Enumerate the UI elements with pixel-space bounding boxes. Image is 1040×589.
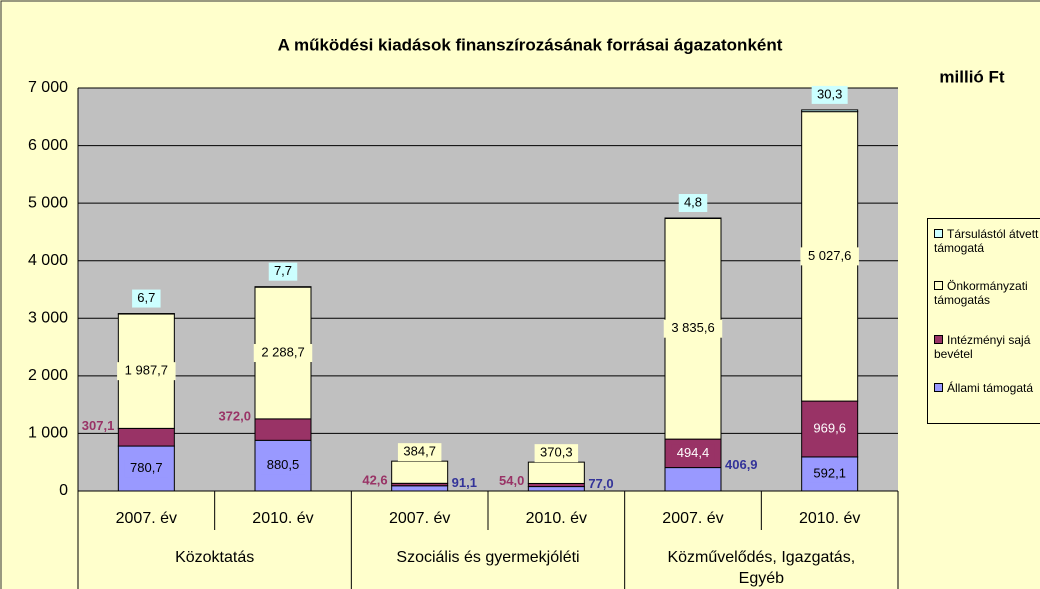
data-label-bg: [800, 247, 859, 266]
legend-label: Társulástól átvett támogatá: [934, 227, 1039, 255]
data-label: 6,7: [137, 290, 155, 305]
bar-segment: [117, 427, 175, 447]
bar-segment: [254, 418, 312, 441]
data-label-bg: [261, 456, 305, 475]
data-label: 592,1: [813, 465, 846, 480]
data-label: 1 987,7: [125, 363, 168, 378]
legend-item: Állami támogatá: [934, 381, 1040, 395]
bar-segment: [254, 286, 312, 288]
unit-box: [909, 54, 1031, 101]
y-tick-label: 3 000: [28, 310, 68, 327]
data-label: 384,7: [403, 444, 436, 459]
data-label-bg: [807, 420, 852, 439]
data-label: 307,1: [82, 418, 115, 433]
data-label-bg: [678, 194, 708, 213]
data-label: 30,3: [817, 86, 842, 101]
y-tick-label: 7 000: [28, 79, 68, 96]
x-tick-label: 2010. év: [526, 510, 587, 527]
data-label: 370,3: [540, 445, 573, 460]
chart-title: A működési kiadások finanszírozásának fo…: [278, 35, 783, 54]
data-label: 372,0: [218, 408, 251, 423]
data-label: 780,7: [130, 460, 163, 475]
legend-swatch: [934, 335, 943, 344]
y-tick-label: 1 000: [28, 425, 68, 442]
bar-segment: [117, 313, 175, 315]
data-label: 5 027,6: [808, 248, 851, 263]
data-label: 4,8: [684, 194, 702, 209]
data-label: 7,7: [274, 263, 292, 278]
y-tick-label: 4 000: [28, 252, 68, 269]
data-label: 3 835,6: [671, 320, 714, 335]
x-tick-label: 2007. év: [662, 510, 723, 527]
data-label-bg: [253, 344, 313, 363]
data-label: 91,1: [452, 475, 477, 490]
data-label-bg: [132, 289, 161, 308]
x-tick-label: 2007. év: [116, 510, 177, 527]
legend-swatch: [934, 383, 943, 392]
data-label: 42,6: [362, 473, 387, 488]
data-label-bg: [117, 362, 176, 381]
x-tick-label: 2010. év: [799, 510, 860, 527]
data-label-bg: [268, 262, 298, 281]
y-tick-label: 5 000: [28, 194, 68, 211]
data-label-bg: [671, 444, 715, 463]
legend: Társulástól átvett támogatá Önkormányzati…: [927, 218, 1040, 424]
bar-segment: [801, 109, 859, 113]
unit-label: millió Ft: [939, 67, 1005, 86]
data-label: 880,5: [267, 457, 300, 472]
bar-segment: [527, 461, 585, 484]
legend-item: Társulástól átvett támogatá: [934, 227, 1040, 255]
legend-label: Állami támogatá: [947, 381, 1034, 395]
legend-item: Intézményi sajá bevétel: [934, 333, 1040, 361]
data-label-bg: [807, 464, 852, 483]
group-label: Közoktatás: [175, 549, 254, 566]
data-label: 2 288,7: [261, 344, 304, 359]
legend-label: Önkormányzati támogatás: [934, 279, 1028, 307]
group-label: Közművelődés, Igazgatás, Egyéb: [667, 549, 855, 587]
legend-item: Önkormányzati támogatás: [934, 279, 1040, 307]
bar-segment: [527, 486, 585, 492]
data-label-bg: [811, 85, 848, 104]
y-tick-label: 6 000: [28, 137, 68, 154]
data-label: 969,6: [813, 420, 846, 435]
bar-segment: [391, 460, 449, 484]
bar-segment: [664, 467, 722, 492]
data-label: 54,0: [499, 473, 524, 488]
legend-swatch: [934, 281, 943, 290]
bar-segment: [664, 217, 722, 220]
bar-segment: [391, 485, 449, 492]
data-label-bg: [663, 319, 723, 338]
data-label-bg: [397, 443, 442, 462]
data-label: 406,9: [725, 457, 758, 472]
y-tick-label: 0: [59, 482, 68, 499]
x-tick-label: 2010. év: [252, 510, 313, 527]
group-label: Szociális és gyermekjóléti: [396, 549, 579, 566]
y-tick-label: 2 000: [28, 367, 68, 384]
data-label-bg: [124, 459, 169, 478]
plot-area: [78, 88, 898, 491]
x-tick-label: 2007. év: [389, 510, 450, 527]
data-label: 77,0: [588, 476, 613, 491]
data-label-bg: [534, 444, 579, 463]
legend-swatch: [934, 229, 943, 238]
data-label: 494,4: [677, 445, 710, 460]
legend-label: Intézményi sajá bevétel: [934, 333, 1031, 361]
